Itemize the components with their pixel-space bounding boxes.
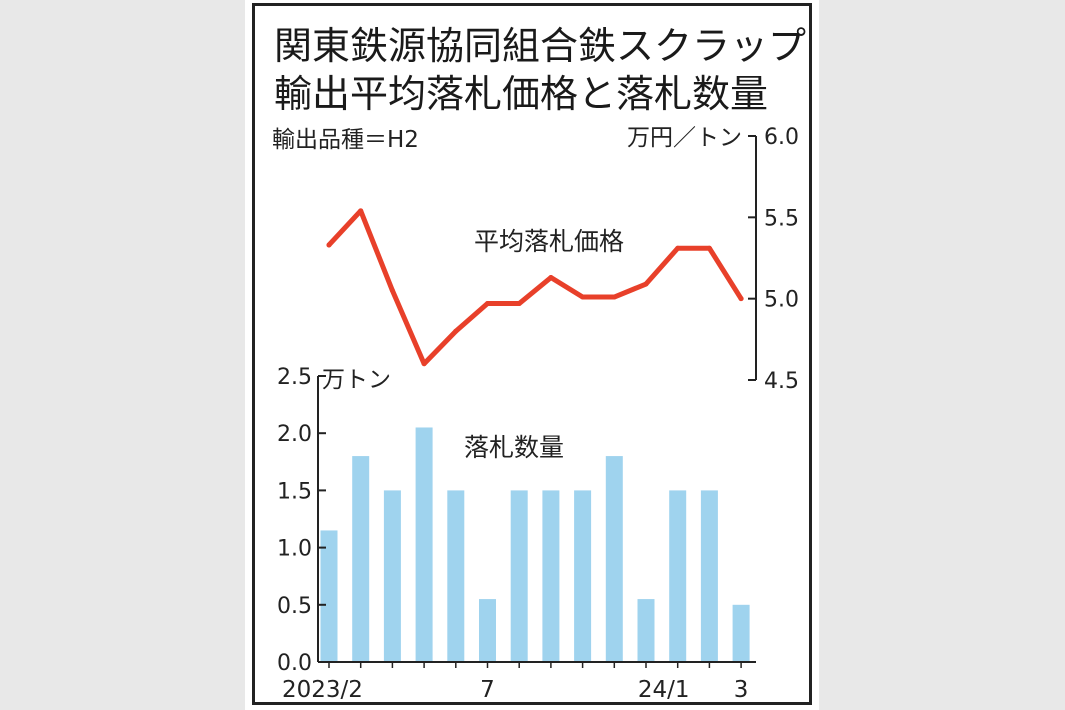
price-y-tick-label: 5.5 bbox=[764, 206, 799, 231]
chart-panel bbox=[245, 0, 819, 710]
quantity-bar bbox=[447, 490, 465, 662]
line-layer bbox=[326, 208, 744, 367]
x-tick-label: 3 bbox=[734, 677, 749, 703]
price-y-tick-label: 6.0 bbox=[764, 125, 799, 150]
quantity-bar bbox=[732, 604, 750, 662]
quantity-y-tick-label: 0.5 bbox=[277, 594, 312, 619]
quantity-bar bbox=[479, 599, 496, 662]
quantity-y-tick-label: 1.0 bbox=[277, 537, 312, 562]
quantity-bar bbox=[352, 456, 370, 662]
bars-layer bbox=[320, 427, 750, 662]
price-point bbox=[643, 281, 649, 287]
quantity-y-tick-label: 0.0 bbox=[277, 651, 312, 676]
chart-frame bbox=[252, 3, 812, 705]
price-point bbox=[675, 245, 681, 251]
price-point bbox=[611, 294, 617, 300]
quantity-bar bbox=[700, 490, 718, 662]
quantity-bar bbox=[637, 599, 655, 662]
quantity-bar bbox=[605, 456, 623, 662]
price-point bbox=[738, 296, 744, 302]
x-tick-label: 7 bbox=[480, 677, 495, 703]
chart-title: 関東鉄源協同組合鉄スクラップ 輸出平均落札価格と落札数量 bbox=[274, 22, 807, 118]
title-line-1: 関東鉄源協同組合鉄スクラップ bbox=[274, 24, 807, 68]
quantity-bar bbox=[415, 427, 433, 662]
quantity-y-tick-label: 1.5 bbox=[277, 479, 312, 504]
price-point bbox=[421, 361, 427, 367]
price-point bbox=[706, 245, 712, 251]
price-point bbox=[580, 294, 586, 300]
quantity-series-label: 落札数量 bbox=[464, 433, 564, 462]
quantity-bar bbox=[510, 490, 528, 662]
price-point bbox=[453, 328, 459, 334]
quantity-bar bbox=[669, 490, 687, 662]
axes-layer bbox=[317, 135, 757, 668]
price-point bbox=[389, 288, 395, 294]
quantity-unit-label: 万トン bbox=[322, 367, 391, 393]
price-y-tick-label: 4.5 bbox=[764, 369, 799, 394]
price-point bbox=[358, 208, 364, 214]
price-series-label: 平均落札価格 bbox=[474, 227, 624, 256]
quantity-y-tick-label: 2.0 bbox=[277, 422, 312, 447]
x-tick-label: 2023/2 bbox=[282, 677, 363, 703]
price-unit-label: 万円／トン bbox=[627, 125, 742, 151]
price-point bbox=[326, 242, 332, 248]
quantity-bar bbox=[383, 490, 401, 662]
price-point bbox=[516, 301, 522, 307]
price-y-tick-label: 5.0 bbox=[764, 288, 799, 313]
chart-subtitle: 輸出品種＝H2 bbox=[272, 127, 419, 153]
title-line-2: 輸出平均落札価格と落札数量 bbox=[274, 72, 769, 116]
x-tick-label: 24/1 bbox=[638, 677, 690, 703]
quantity-y-tick-label: 2.5 bbox=[277, 365, 312, 390]
price-line bbox=[326, 208, 744, 367]
quantity-bar bbox=[542, 490, 560, 662]
quantity-bar bbox=[574, 490, 592, 662]
price-point bbox=[548, 275, 554, 281]
price-point bbox=[485, 301, 490, 307]
quantity-bar bbox=[320, 530, 338, 662]
